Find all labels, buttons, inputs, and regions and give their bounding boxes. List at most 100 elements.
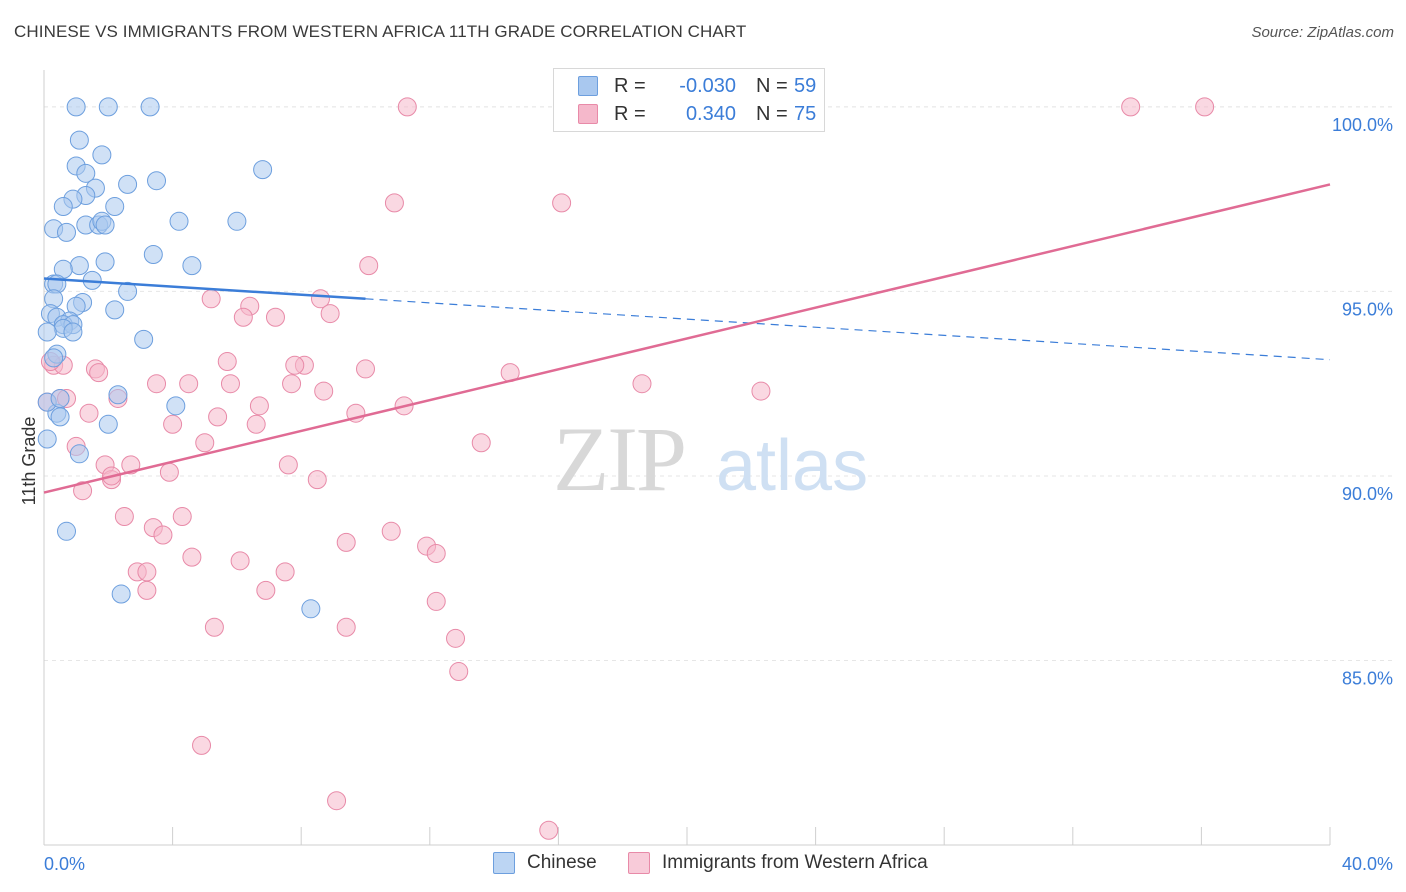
western-africa-point: [1195, 97, 1215, 117]
chinese-point: [143, 245, 163, 265]
chinese-point: [118, 174, 138, 194]
western-africa-point: [282, 374, 302, 394]
legend-row-chinese: R = -0.030 N = 59: [578, 73, 816, 99]
western-africa-point: [552, 193, 572, 213]
legend-n-label: N =: [756, 74, 788, 97]
watermark: ZIP atlas: [553, 408, 868, 510]
western-africa-point: [265, 307, 285, 327]
chinese-point: [53, 197, 73, 217]
chinese-point: [98, 97, 118, 117]
chinese-point: [140, 97, 160, 117]
western-africa-point: [246, 414, 266, 434]
chinese-trend-extension: [365, 298, 1331, 361]
western-africa-point: [336, 617, 356, 637]
chinese-point: [105, 300, 125, 320]
chinese-point: [57, 222, 77, 242]
chinese-point: [50, 388, 70, 408]
western-africa-point: [204, 617, 224, 637]
y-tick-label: 85.0%: [1342, 668, 1393, 688]
chinese-point: [95, 252, 115, 272]
legend-item-chinese[interactable]: Chinese: [493, 852, 597, 874]
western-africa-point: [230, 551, 250, 571]
chinese-point: [69, 130, 89, 150]
western-africa-point: [89, 363, 109, 383]
western-africa-point: [285, 355, 305, 375]
legend-r-value: 0.340: [685, 102, 736, 125]
western-africa-point: [153, 525, 173, 545]
western-africa-point: [632, 374, 652, 394]
legend-r-label: R =: [614, 74, 646, 97]
western-africa-point: [182, 547, 202, 567]
legend-r-label: R =: [614, 102, 646, 125]
western-africa-point: [320, 304, 340, 324]
chinese-point: [98, 414, 118, 434]
western-africa-point: [73, 481, 93, 501]
western-africa-point: [159, 462, 179, 482]
western-africa-point: [307, 470, 327, 490]
legend-swatch-pink: [628, 852, 650, 874]
series-legend: Chinese Immigrants from Western Africa: [0, 852, 1406, 878]
western-africa-point: [314, 381, 334, 401]
legend-r-value: -0.030: [679, 74, 736, 97]
chinese-point: [66, 97, 86, 117]
western-africa-point: [310, 289, 330, 309]
western-africa-point: [137, 580, 157, 600]
chart-source: Source: ZipAtlas.com: [1251, 24, 1394, 41]
western-africa-point: [233, 307, 253, 327]
y-tick-label: 95.0%: [1342, 299, 1393, 319]
legend-label-chinese: Chinese: [527, 852, 597, 873]
western-africa-point: [539, 820, 559, 840]
chinese-point: [166, 396, 186, 416]
western-africa-point: [359, 256, 379, 276]
western-africa-point: [449, 662, 469, 682]
legend-label-western-africa: Immigrants from Western Africa: [662, 852, 928, 873]
chinese-point: [147, 171, 167, 191]
western-africa-point: [397, 97, 417, 117]
western-africa-point: [79, 403, 99, 423]
western-africa-point: [1121, 97, 1141, 117]
western-africa-point: [275, 562, 295, 582]
grid-lines: [44, 106, 1395, 661]
western-africa-point: [356, 359, 375, 379]
legend-n-value: 59: [794, 74, 817, 97]
western-africa-point: [121, 455, 141, 475]
chinese-point: [57, 521, 77, 541]
chinese-point: [92, 145, 112, 165]
western-africa-point: [163, 414, 183, 434]
watermark-zip: ZIP: [553, 408, 685, 510]
western-africa-point: [249, 396, 269, 416]
y-tick-label: 90.0%: [1342, 484, 1393, 504]
chinese-point: [227, 211, 247, 231]
legend-row-western-africa: R = 0.340 N = 75: [578, 101, 816, 127]
legend-n-label: N =: [756, 102, 788, 125]
chinese-point: [69, 256, 89, 276]
western-africa-point: [172, 507, 192, 527]
western-africa-point: [192, 735, 212, 755]
chinese-trend-line: [43, 277, 366, 301]
chinese-point: [182, 256, 202, 276]
x-tick-label: 40.0%: [1342, 854, 1393, 874]
western-africa-point: [195, 433, 215, 453]
chinese-point: [253, 160, 273, 180]
watermark-atlas: atlas: [716, 426, 868, 506]
western-africa-point: [426, 543, 446, 563]
legend-n-value: 75: [794, 102, 817, 125]
chinese-point: [111, 584, 131, 604]
chinese-point: [108, 385, 128, 405]
chinese-point: [134, 329, 154, 349]
western-africa-point: [179, 374, 199, 394]
western-africa-point: [137, 562, 157, 582]
correlation-legend: R = -0.030 N = 59 R = 0.340 N = 75: [553, 68, 825, 132]
western-africa-trend-line: [43, 183, 1331, 494]
legend-item-western-africa[interactable]: Immigrants from Western Africa: [628, 852, 928, 874]
legend-swatch-pink: [578, 104, 598, 124]
western-africa-point: [278, 455, 298, 475]
western-africa-point: [217, 352, 237, 372]
western-africa-point: [201, 289, 221, 309]
western-africa-point: [384, 193, 404, 213]
western-africa-point: [147, 374, 167, 394]
y-axis-label: 11th Grade: [19, 417, 39, 506]
chart-title: CHINESE VS IMMIGRANTS FROM WESTERN AFRIC…: [14, 22, 747, 41]
western-africa-point: [208, 407, 228, 427]
western-africa-point: [471, 433, 491, 453]
